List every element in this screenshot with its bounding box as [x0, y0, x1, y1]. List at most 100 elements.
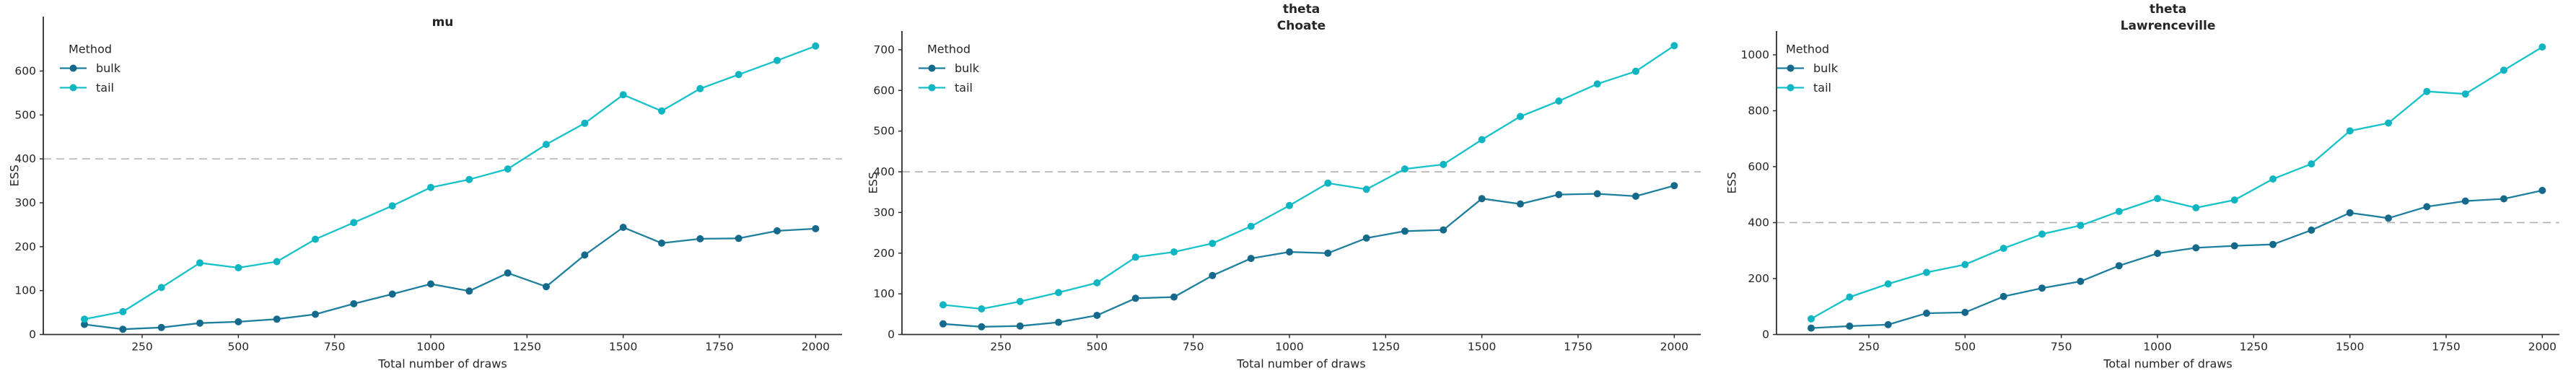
- series-point-bulk: [2538, 186, 2546, 194]
- series-point-bulk: [581, 251, 589, 259]
- legend-marker-tail: [69, 84, 77, 92]
- series-point-tail: [2038, 230, 2046, 238]
- y-tick-label: 200: [873, 247, 895, 260]
- legend-marker-tail: [1787, 84, 1795, 92]
- x-tick-label: 500: [1955, 341, 1976, 354]
- series-point-bulk: [1170, 293, 1178, 301]
- series-point-tail: [312, 235, 319, 243]
- y-tick-label: 200: [14, 240, 36, 253]
- series-point-tail: [1923, 268, 1930, 276]
- legend-item-tail: tail: [955, 81, 973, 95]
- y-axis-label: ESS: [867, 172, 880, 193]
- series-point-tail: [504, 165, 512, 173]
- y-tick-label: 200: [1748, 272, 1769, 285]
- series-point-bulk: [119, 325, 127, 333]
- chart-mu: 0 100 200 300 400 500 600 250 500 750 1000 1250 1500…: [8, 15, 842, 371]
- x-tick-label: 1500: [2336, 341, 2364, 354]
- x-tick-label: 1750: [705, 341, 733, 354]
- series-point-tail: [2423, 87, 2431, 95]
- y-tick-label: 0: [29, 328, 36, 341]
- legend-marker-bulk: [928, 64, 936, 72]
- series-point-bulk: [465, 287, 473, 295]
- series-point-bulk: [1961, 308, 1969, 316]
- series-point-tail: [774, 56, 781, 64]
- series-point-tail: [1209, 240, 1217, 248]
- legend-item-bulk: bulk: [96, 61, 121, 75]
- series-point-tail: [388, 202, 396, 210]
- series-point-tail: [1093, 279, 1101, 287]
- y-tick-label: 1000: [1741, 48, 1769, 61]
- series-point-bulk: [1440, 226, 1447, 234]
- series-point-tail: [81, 315, 88, 323]
- series-line-tail: [942, 45, 1675, 310]
- series-point-bulk: [1555, 191, 1563, 198]
- legend-marker-tail: [928, 84, 936, 92]
- series-point-bulk: [812, 224, 820, 232]
- series-line-tail: [1810, 46, 2543, 320]
- series-point-bulk: [157, 323, 165, 331]
- series-point-bulk: [1324, 249, 1332, 257]
- series-point-bulk: [273, 315, 281, 323]
- series-point-bulk: [1808, 324, 1815, 332]
- series-point-tail: [2230, 196, 2238, 204]
- series-point-bulk: [2154, 250, 2161, 258]
- series-point-tail: [119, 307, 127, 315]
- series-point-bulk: [2308, 226, 2316, 234]
- facet-mu: 0 100 200 300 400 500 600 250 500 750 1000 1250 1500…: [0, 0, 859, 373]
- legend-item-bulk: bulk: [1813, 61, 1839, 75]
- series-point-bulk: [1247, 255, 1255, 263]
- legend-item-tail: tail: [1813, 81, 1831, 95]
- series-point-tail: [2115, 208, 2123, 215]
- facet-theta-lawrenceville: 0 200 400 600 800 1000 250 500 750 1000 1250 1500 17…: [1717, 0, 2576, 373]
- y-tick-label: 500: [873, 125, 895, 138]
- series-point-bulk: [2423, 203, 2431, 211]
- series-point-tail: [1884, 280, 1892, 288]
- y-tick-label: 0: [1762, 328, 1769, 341]
- series-point-tail: [696, 84, 704, 92]
- series-point-bulk: [2269, 240, 2277, 248]
- series-point-bulk: [1517, 200, 1524, 208]
- series-point-tail: [1593, 80, 1601, 88]
- series-point-tail: [157, 284, 165, 292]
- series-point-tail: [2500, 66, 2507, 74]
- series-point-bulk: [1209, 271, 1217, 279]
- chart-title-line: Choate: [1277, 19, 1326, 33]
- x-tick-label: 2000: [802, 341, 830, 354]
- series-point-tail: [812, 42, 820, 50]
- series-point-bulk: [774, 227, 781, 235]
- chart-title-line: theta: [1283, 2, 1320, 17]
- x-tick-label: 2000: [1660, 341, 1688, 354]
- series-point-bulk: [1016, 322, 1024, 330]
- series-point-tail: [939, 301, 947, 309]
- series-point-bulk: [2077, 277, 2085, 285]
- y-tick-label: 700: [873, 43, 895, 56]
- series-point-tail: [1131, 253, 1139, 261]
- series-point-bulk: [2115, 262, 2123, 270]
- series-point-bulk: [978, 323, 986, 331]
- x-tick-label: 750: [1183, 341, 1204, 354]
- series-point-tail: [1808, 315, 1815, 323]
- series-point-tail: [1247, 222, 1255, 230]
- series-point-bulk: [235, 318, 242, 325]
- series-point-tail: [427, 183, 434, 191]
- series-point-tail: [2461, 90, 2469, 98]
- x-axis-label: Total number of draws: [2103, 357, 2232, 371]
- y-tick-label: 600: [873, 84, 895, 97]
- series-point-tail: [1961, 261, 1969, 268]
- series-point-bulk: [696, 235, 704, 242]
- series-point-bulk: [2385, 214, 2392, 222]
- series-line-bulk: [942, 185, 1675, 328]
- series-point-tail: [1055, 289, 1062, 297]
- y-tick-label: 400: [14, 152, 36, 165]
- series-point-bulk: [350, 300, 358, 307]
- series-point-bulk: [1846, 322, 1854, 330]
- series-point-tail: [2385, 119, 2392, 127]
- series-point-bulk: [1055, 318, 1062, 326]
- y-tick-label: 800: [1748, 104, 1769, 117]
- series-point-tail: [619, 91, 627, 99]
- series-point-bulk: [2461, 197, 2469, 205]
- series-point-tail: [2269, 175, 2277, 183]
- x-tick-label: 1500: [1468, 341, 1496, 354]
- series-point-bulk: [312, 310, 319, 318]
